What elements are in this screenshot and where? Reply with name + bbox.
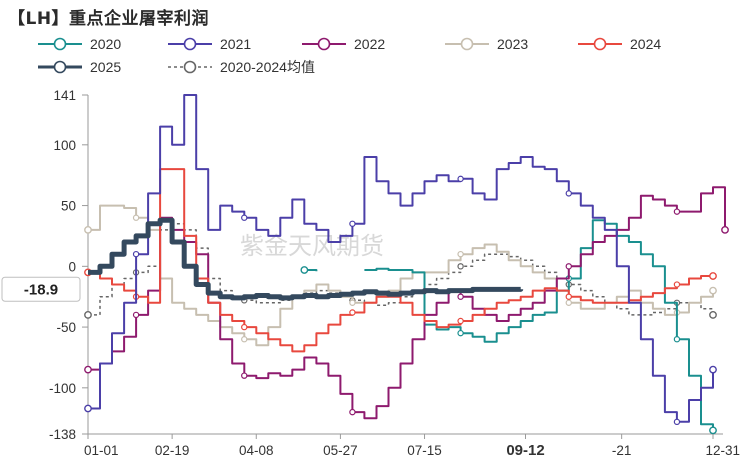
y-tick-label: 50 [61, 199, 76, 214]
legend-item[interactable]: 2021 [168, 36, 251, 52]
axes: 141 100 50 0 -50 -100 -138 01-01 02-19 04-08 05-27… [49, 88, 740, 459]
series-point [457, 329, 464, 337]
series-point [673, 208, 681, 215]
series-point [457, 263, 464, 270]
legend-label: 2023 [497, 36, 528, 52]
series-point [457, 293, 464, 300]
series-point [565, 263, 572, 270]
watermark: 紫金天风期货 [240, 232, 384, 260]
series-point [565, 299, 572, 306]
series-point [457, 175, 464, 183]
series-point [84, 311, 92, 319]
legend-item[interactable]: 2025 [38, 59, 121, 75]
x-tick-label: -21 [612, 443, 632, 458]
current-value-label: -18.9 [24, 281, 58, 298]
current-value-box [1, 276, 81, 302]
series-point [241, 372, 248, 379]
x-tick-label: 01-01 [84, 443, 119, 458]
x-tick-label: 12-31 [705, 443, 740, 458]
series-point [132, 214, 140, 221]
series-point [565, 293, 572, 300]
series-point [721, 225, 729, 234]
y-tick-label: 141 [53, 88, 76, 103]
x-tick-label: 02-19 [155, 443, 190, 458]
legend-swatch-marker [183, 60, 197, 74]
x-tick-label: 05-27 [323, 443, 358, 458]
legend-label: 2025 [90, 59, 121, 75]
y-tick-label: -100 [49, 381, 76, 396]
series-point [241, 323, 248, 331]
legend-swatch-marker [317, 37, 331, 51]
series-point [457, 250, 464, 258]
series-point [241, 214, 248, 221]
legend-label: 2020 [90, 36, 121, 52]
legend-label: 2021 [220, 36, 251, 52]
legend-item[interactable]: 2023 [445, 36, 528, 52]
series-point [673, 418, 681, 426]
series-point [132, 250, 140, 258]
series-point [673, 281, 681, 288]
legend-swatch-marker [53, 37, 67, 51]
series-point [709, 311, 717, 319]
x-tick-label: 09-12 [506, 442, 544, 459]
series-point [84, 365, 92, 374]
series-point [84, 404, 92, 413]
series-2025 [88, 217, 524, 301]
series-point [300, 266, 309, 274]
series-point [709, 365, 717, 374]
y-tick-label: 0 [68, 259, 76, 274]
current-value-marker: -18.9 [1, 276, 81, 302]
watermark-text: 紫金天风期货 [240, 232, 384, 260]
series-point [709, 286, 717, 295]
series-line [88, 94, 714, 423]
chart-title: 【LH】重点企业屠宰利润 [8, 9, 210, 29]
series-point [349, 309, 356, 316]
legend-swatch-marker [460, 37, 474, 51]
series-line [88, 168, 713, 353]
y-tick-label: -138 [49, 427, 76, 442]
series-2023 [84, 204, 717, 347]
series-2021 [84, 94, 717, 426]
series-line [88, 217, 524, 301]
series-point [349, 220, 356, 227]
series-point [241, 336, 248, 343]
series-point [673, 336, 681, 343]
series-line [304, 219, 714, 431]
series-point [457, 317, 464, 325]
series-point [84, 225, 92, 234]
series-point [709, 426, 717, 435]
legend-swatch-marker [593, 37, 607, 51]
legend-swatch-marker [183, 37, 197, 51]
legend-swatch-marker [53, 60, 67, 74]
series-point [132, 311, 140, 319]
legend-item[interactable]: 2020 [38, 36, 121, 52]
series-point [349, 408, 356, 416]
legend: 2020 2021 2022 2023 2024 2025 2020-2024均值 [38, 36, 661, 75]
legend-label: 2022 [354, 36, 385, 52]
series-2020 [300, 219, 717, 435]
legend-item[interactable]: 2020-2024均值 [168, 59, 315, 75]
series-point [709, 272, 717, 280]
series-point [565, 190, 572, 197]
x-tick-label: 07-15 [407, 443, 442, 458]
legend-label: 2020-2024均值 [220, 59, 315, 75]
plot-area [84, 94, 729, 435]
x-tick-label: 04-08 [239, 443, 274, 458]
series-point [349, 299, 356, 306]
series-2024 [84, 168, 717, 353]
legend-label: 2024 [630, 36, 661, 52]
legend-item[interactable]: 2024 [578, 36, 661, 52]
legend-item[interactable]: 2022 [302, 36, 385, 52]
y-tick-label: -50 [56, 320, 76, 335]
y-tick-label: 100 [53, 138, 76, 153]
series-line [88, 204, 714, 347]
